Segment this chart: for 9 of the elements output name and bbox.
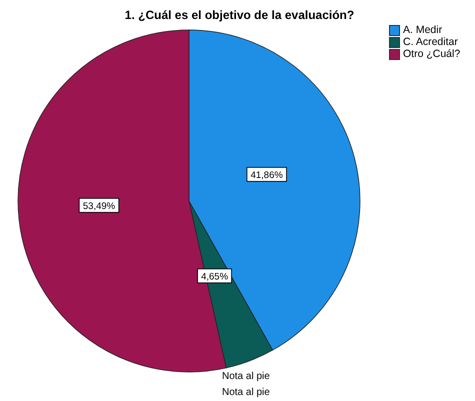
- data-label: 53,49%: [82, 200, 116, 212]
- text: Nota al pie: [222, 371, 270, 382]
- text: Nota al pie: [222, 387, 270, 398]
- chart-title: 1. ¿Cuál es el objetivo de la evaluación?: [124, 8, 354, 22]
- data-label: 4,65%: [201, 271, 229, 282]
- data-label: 41,86%: [250, 170, 284, 181]
- legend-label: C. Acreditar: [403, 36, 458, 48]
- legend-label: Otro ¿Cuál?: [403, 48, 460, 60]
- legend-label: A. Medir: [403, 24, 442, 36]
